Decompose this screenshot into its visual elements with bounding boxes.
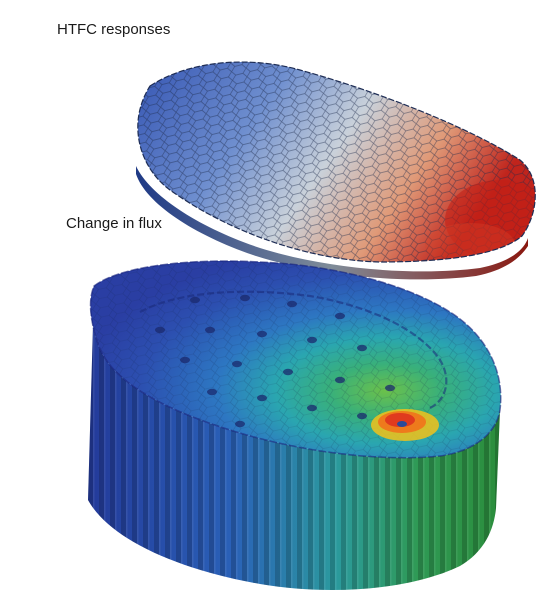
change-in-flux-label: Change in flux [66, 215, 162, 232]
flux-hotspot [371, 409, 439, 441]
rod-positions [155, 294, 417, 428]
htfc-response-disc [136, 61, 536, 280]
flux-change-core [88, 260, 502, 590]
htfc-responses-label: HTFC responses [57, 21, 171, 38]
htfc-disc-side [136, 166, 528, 280]
